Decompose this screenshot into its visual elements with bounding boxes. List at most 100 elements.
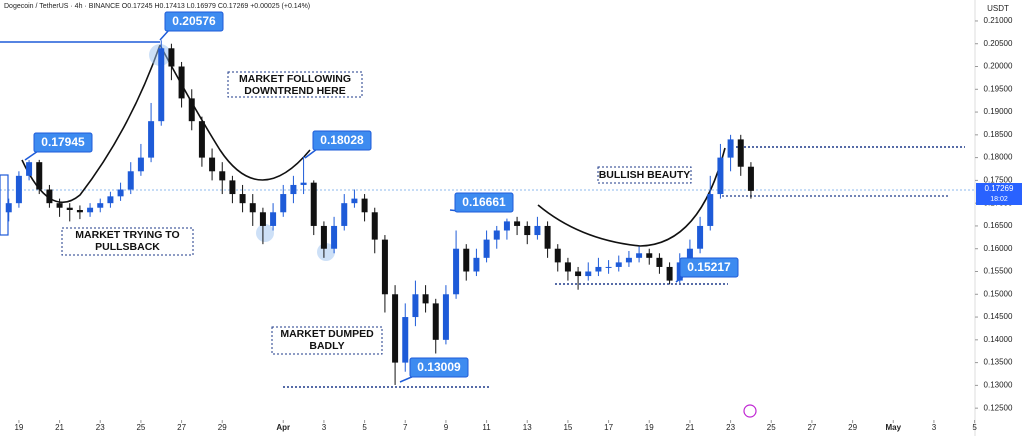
candle-body <box>107 196 114 204</box>
note-text: MARKET TRYING TO <box>75 229 179 241</box>
callout-box <box>454 192 514 213</box>
x-tick-label: 9 <box>444 423 449 432</box>
callout-box <box>33 132 93 153</box>
candle-body <box>270 212 277 226</box>
note-box <box>597 166 692 184</box>
candle-body <box>361 198 368 213</box>
candle-body <box>249 203 256 213</box>
candle-body <box>320 225 327 249</box>
x-tick-label: 5 <box>362 423 367 432</box>
candle-body <box>66 207 73 210</box>
x-tick-label: 21 <box>55 423 64 432</box>
candle-body <box>514 221 521 226</box>
candle-body <box>36 162 43 190</box>
candle-body <box>707 194 714 226</box>
candle-body <box>666 266 673 281</box>
candle-body <box>168 48 175 67</box>
note-text: MARKET FOLLOWING <box>239 73 351 85</box>
x-tick-label: 15 <box>563 423 572 432</box>
candle-body <box>636 253 643 258</box>
candle-body <box>605 266 612 268</box>
candle-body <box>442 294 449 340</box>
candle-body <box>493 230 500 240</box>
candle-body <box>229 180 236 195</box>
candle-body <box>259 212 266 226</box>
candle-body <box>331 225 338 249</box>
y-tick-label: 0.18000 <box>984 153 1013 162</box>
candle-body <box>524 225 531 236</box>
candle-body <box>158 48 165 122</box>
candle-body <box>198 121 205 158</box>
candle-body <box>412 294 419 318</box>
candle-body <box>127 171 134 190</box>
x-tick-label: 29 <box>848 423 857 432</box>
callout-box <box>164 11 224 32</box>
candle-body <box>737 139 744 167</box>
candle-body <box>137 157 144 172</box>
candle-body <box>554 248 561 263</box>
note-text: BADLY <box>309 340 344 352</box>
y-tick-label: 0.20000 <box>984 62 1013 71</box>
candle-body <box>15 175 22 204</box>
y-tick-label: 0.18500 <box>984 130 1013 139</box>
candle-body <box>46 189 53 204</box>
callout-label: 0.18028 <box>320 133 364 147</box>
note-text: PULLSBACK <box>95 241 160 253</box>
y-tick-label: 0.14000 <box>984 335 1013 344</box>
candle-body <box>625 257 632 263</box>
callout-label: 0.16661 <box>462 195 506 209</box>
y-tick-label: 0.17500 <box>984 175 1013 184</box>
y-tick-label: 0.14500 <box>984 312 1013 321</box>
y-tick-label: 0.20500 <box>984 39 1013 48</box>
callout-box <box>679 257 739 278</box>
price-tag-label: 0.17269 <box>985 184 1014 193</box>
x-tick-label: 11 <box>482 423 491 432</box>
candle-body <box>341 203 348 226</box>
candle-body <box>381 239 388 295</box>
y-tick-label: 0.16000 <box>984 244 1013 253</box>
grid: 0.12500 0.13000 0.13500 0.14000 0.14500 0.150… <box>14 0 1013 436</box>
y-tick-label: 0.16500 <box>984 221 1013 230</box>
candle-body <box>483 239 490 258</box>
candle-body <box>747 166 754 191</box>
highlight <box>256 224 274 242</box>
candle-body <box>422 294 429 304</box>
y-tick-label: 0.13000 <box>984 380 1013 389</box>
candle-body <box>463 248 470 272</box>
callout-box <box>312 130 372 151</box>
x-tick-label: 25 <box>767 423 776 432</box>
candle-body <box>453 248 460 295</box>
x-tick-label: 21 <box>685 423 694 432</box>
candle-body <box>188 98 195 122</box>
y-tick-label: 0.15000 <box>984 289 1013 298</box>
x-tick-label: Apr <box>276 423 290 432</box>
y-tick-label: 0.21000 <box>984 16 1013 25</box>
candle-body <box>686 248 693 263</box>
candle-body <box>646 253 653 258</box>
callout-pointer <box>24 150 39 161</box>
candle-body <box>371 212 378 240</box>
note-box <box>271 326 383 355</box>
x-tick-label: 25 <box>136 423 145 432</box>
overlay: 0.20576 0.17945 0.18028 0.16661 0.13009 0.152… <box>24 11 739 383</box>
price-tag <box>976 183 1022 205</box>
candle-body <box>290 184 297 195</box>
icon <box>743 404 757 418</box>
curve <box>21 44 161 204</box>
candle-body <box>595 266 602 272</box>
candle-body <box>615 262 622 267</box>
candle-body <box>148 121 155 158</box>
candle-body <box>585 271 592 277</box>
candle-body <box>280 194 287 213</box>
candle-body <box>300 182 307 185</box>
y-tick-label: 0.12500 <box>984 403 1013 412</box>
note-text: DOWNTREND HERE <box>244 85 346 97</box>
candle-body <box>392 294 399 363</box>
x-tick-label: 5 <box>972 423 977 432</box>
x-tick-label: 27 <box>807 423 816 432</box>
note-box <box>227 71 363 98</box>
candle-body <box>534 225 541 236</box>
candle-body <box>219 171 226 181</box>
